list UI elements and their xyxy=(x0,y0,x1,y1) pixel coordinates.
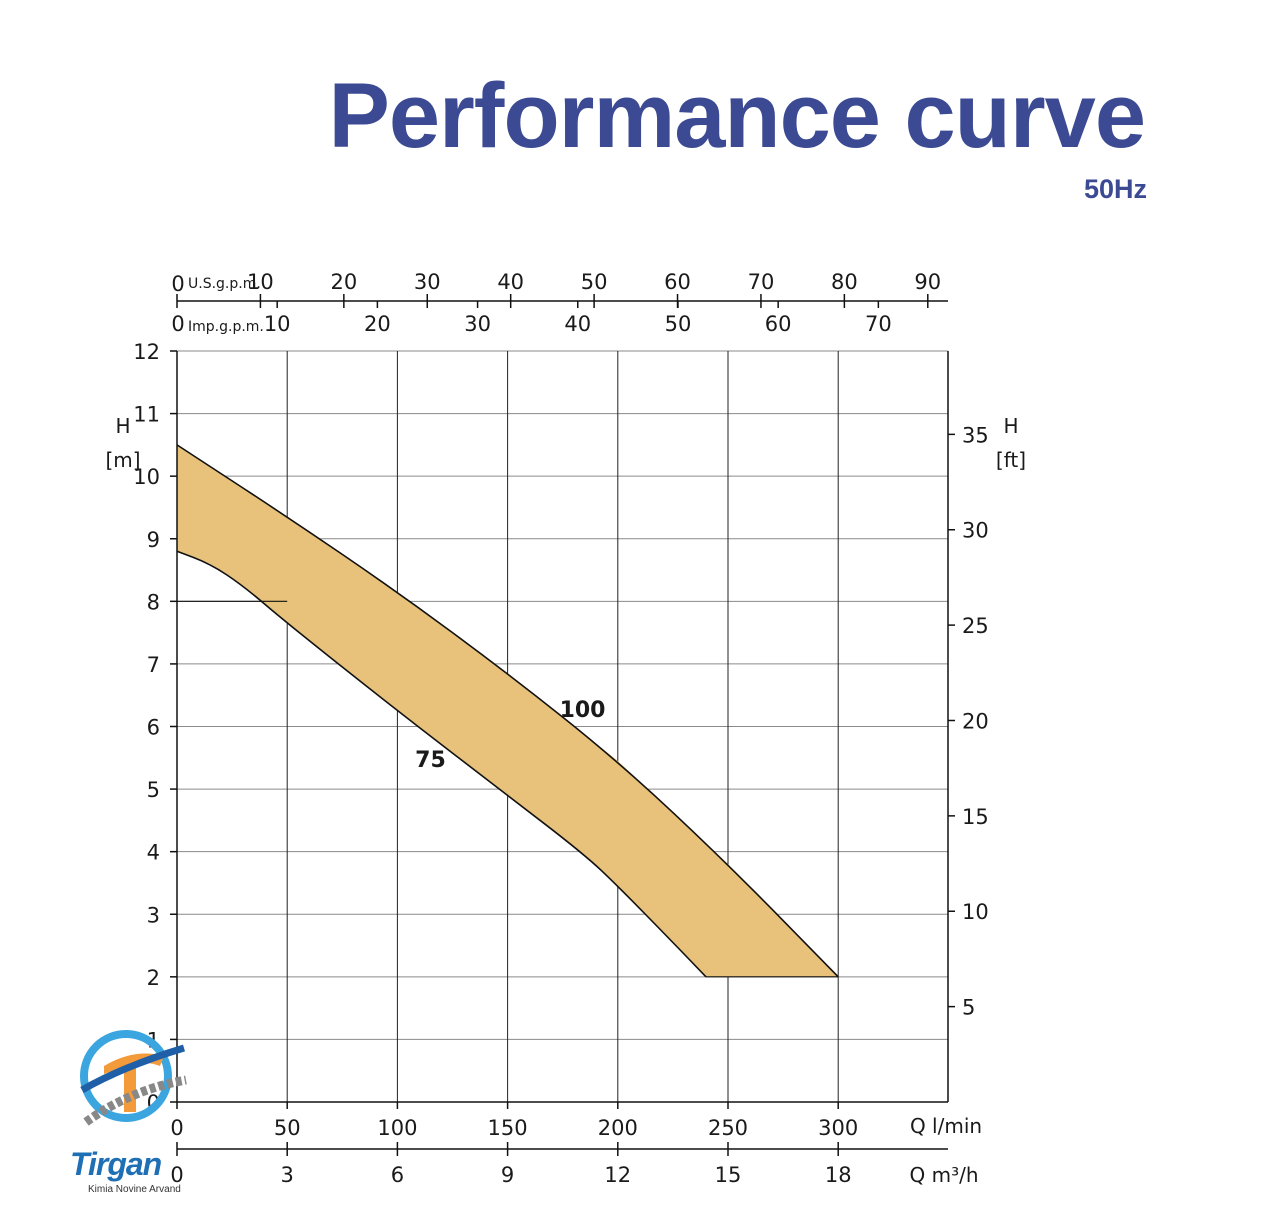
x-tick-label: 300 xyxy=(818,1116,858,1140)
performance-band xyxy=(155,444,839,1003)
impgpm-label: Imp.g.p.m. xyxy=(188,319,264,335)
usgpm-tick-label: 80 xyxy=(831,270,858,294)
frequency-label: 50Hz xyxy=(1083,174,1147,204)
y-tick-label: 4 xyxy=(147,841,160,865)
y2-tick-label: 10 xyxy=(962,900,989,924)
tirgan-logo-icon xyxy=(80,1030,187,1126)
x2-tick-label: 3 xyxy=(281,1163,294,1187)
y-tick-label: 7 xyxy=(147,653,160,677)
y-axis-label: H xyxy=(115,414,130,438)
x2-tick-label: 0 xyxy=(170,1163,183,1187)
page-title: Performance curve xyxy=(328,65,1146,167)
x2-tick-label: 6 xyxy=(391,1163,404,1187)
impgpm-tick-label: 40 xyxy=(564,312,591,336)
impgpm-tick-label: 20 xyxy=(364,312,391,336)
x-tick-label: 50 xyxy=(274,1116,301,1140)
y-tick-label: 10 xyxy=(133,465,160,489)
x-tick-label: 150 xyxy=(488,1116,528,1140)
y-axis-unit: [m] xyxy=(105,448,140,472)
x-tick-label: 200 xyxy=(598,1116,638,1140)
logo-subtitle: Kimia Novine Arvand xyxy=(88,1184,181,1195)
impgpm-tick-label: 30 xyxy=(464,312,491,336)
x-tick-label: 100 xyxy=(377,1116,417,1140)
x-tick-label: 250 xyxy=(708,1116,748,1140)
impgpm-tick-label: 10 xyxy=(264,312,291,336)
usgpm-tick-label: 40 xyxy=(497,270,524,294)
series-label-100: 100 xyxy=(560,698,606,723)
y-tick-label: 3 xyxy=(147,903,160,927)
y2-axis-unit: [ft] xyxy=(996,448,1026,472)
logo-name: Tirgan xyxy=(70,1146,162,1182)
curve-100 xyxy=(176,444,839,978)
impgpm-tick-label: 70 xyxy=(865,312,892,336)
band-fade xyxy=(155,551,673,1003)
series-label-75: 75 xyxy=(415,748,446,773)
x2-tick-label: 18 xyxy=(825,1163,852,1187)
x2-tick-label: 15 xyxy=(715,1163,742,1187)
y-tick-label: 9 xyxy=(147,528,160,552)
y-tick-label: 5 xyxy=(147,778,160,802)
impgpm-tick-label: 60 xyxy=(765,312,792,336)
usgpm-tick-label: 30 xyxy=(414,270,441,294)
usgpm-tick-label: 60 xyxy=(664,270,691,294)
y-tick-label: 12 xyxy=(133,340,160,364)
curves: 100 75 xyxy=(176,444,839,978)
x2-tick-label: 9 xyxy=(501,1163,514,1187)
y2-axis-label: H xyxy=(1003,414,1018,438)
x-axis-unit-m3h: Q m³/h xyxy=(909,1163,978,1187)
y2-tick-label: 15 xyxy=(962,805,989,829)
usgpm-zero: 0 xyxy=(171,272,184,296)
usgpm-tick-label: 70 xyxy=(748,270,775,294)
x2-tick-label: 12 xyxy=(604,1163,631,1187)
y-tick-label: 6 xyxy=(147,716,160,740)
curve-75 xyxy=(176,550,707,978)
usgpm-label: U.S.g.p.m. xyxy=(188,276,261,292)
y2-tick-label: 25 xyxy=(962,614,989,638)
y-tick-label: 2 xyxy=(147,966,160,990)
band-fill xyxy=(177,444,839,977)
impgpm-tick-label: 50 xyxy=(665,312,692,336)
usgpm-tick-label: 50 xyxy=(581,270,608,294)
x-tick-label: 0 xyxy=(170,1116,183,1140)
y2-tick-label: 20 xyxy=(962,709,989,733)
y2-tick-label: 5 xyxy=(962,996,975,1020)
x-axis-unit-lmin: Q l/min xyxy=(910,1114,982,1138)
impgpm-zero: 0 xyxy=(171,312,184,336)
y2-tick-label: 30 xyxy=(962,519,989,543)
y2-tick-label: 35 xyxy=(962,423,989,447)
usgpm-tick-label: 10 xyxy=(247,270,274,294)
usgpm-tick-label: 20 xyxy=(330,270,357,294)
y-tick-label: 8 xyxy=(147,590,160,614)
usgpm-tick-label: 90 xyxy=(914,270,941,294)
y-tick-label: 11 xyxy=(133,403,160,427)
